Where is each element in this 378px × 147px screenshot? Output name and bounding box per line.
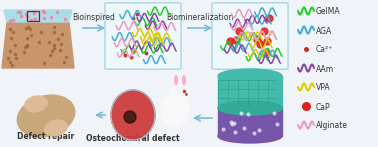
Ellipse shape (183, 76, 185, 85)
Text: Ca²⁺: Ca²⁺ (316, 46, 333, 55)
Text: AAm: AAm (316, 65, 334, 74)
FancyBboxPatch shape (105, 3, 181, 69)
Text: Alginate: Alginate (316, 122, 348, 131)
Ellipse shape (181, 74, 186, 86)
Text: CaP: CaP (316, 102, 331, 112)
Polygon shape (2, 22, 74, 68)
Ellipse shape (124, 111, 136, 123)
Bar (27, 11, 39, 21)
Polygon shape (218, 108, 282, 136)
Ellipse shape (45, 120, 67, 136)
Text: =: = (245, 70, 255, 80)
Text: GelMA: GelMA (316, 7, 341, 16)
Text: Defect repair: Defect repair (17, 132, 74, 141)
FancyBboxPatch shape (212, 3, 288, 69)
Polygon shape (218, 76, 282, 108)
Ellipse shape (218, 101, 282, 115)
Ellipse shape (25, 96, 47, 112)
Text: Biomineralization: Biomineralization (166, 13, 234, 22)
Ellipse shape (111, 90, 155, 140)
Ellipse shape (218, 129, 282, 143)
Text: AGA: AGA (316, 26, 332, 35)
Ellipse shape (218, 69, 282, 83)
Ellipse shape (175, 76, 177, 85)
Text: Osteochondral defect: Osteochondral defect (86, 134, 180, 143)
Text: VPA: VPA (316, 83, 331, 92)
Ellipse shape (17, 95, 75, 137)
Ellipse shape (161, 93, 189, 127)
Text: Bioinspired: Bioinspired (73, 13, 115, 22)
Polygon shape (4, 10, 72, 22)
Ellipse shape (174, 74, 178, 86)
Ellipse shape (170, 83, 190, 101)
